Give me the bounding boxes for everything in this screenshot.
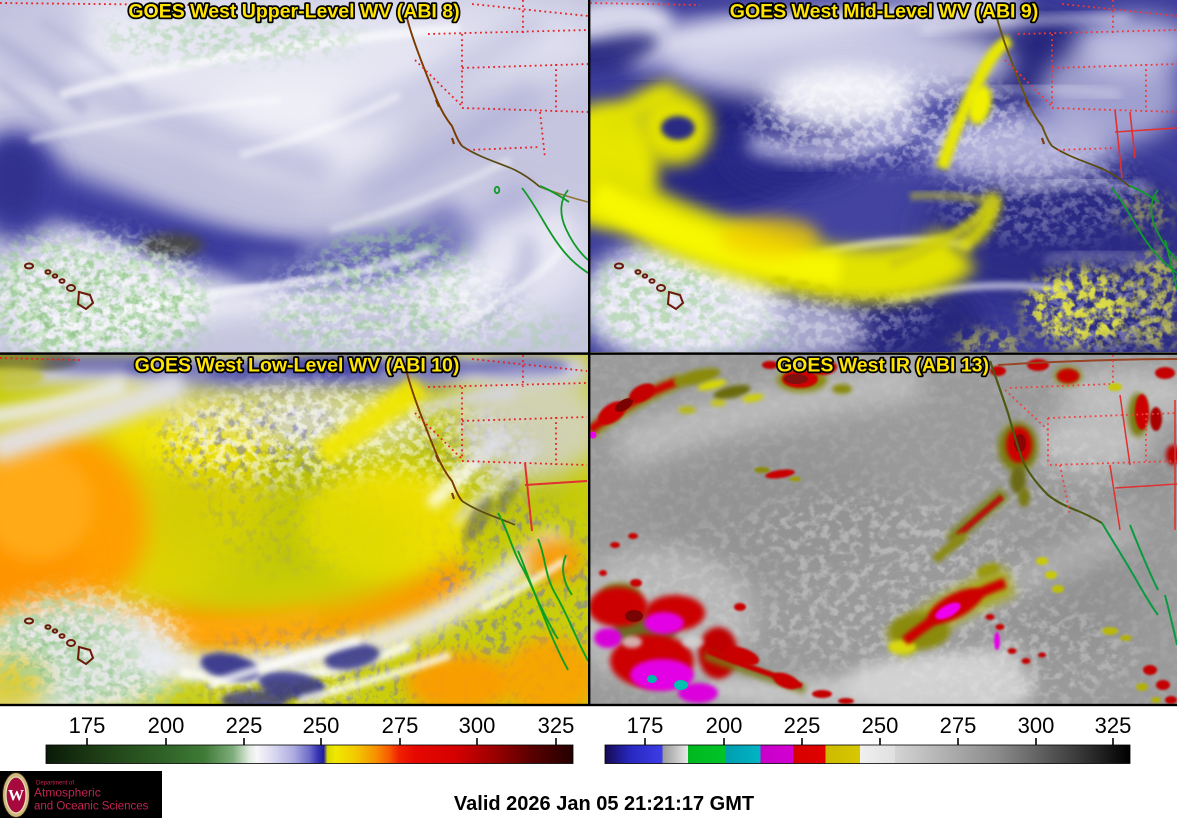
svg-text:200: 200 xyxy=(148,713,185,738)
svg-text:275: 275 xyxy=(382,713,419,738)
svg-text:225: 225 xyxy=(784,713,821,738)
svg-text:275: 275 xyxy=(940,713,977,738)
svg-text:325: 325 xyxy=(538,713,575,738)
svg-text:200: 200 xyxy=(706,713,743,738)
svg-text:175: 175 xyxy=(69,713,106,738)
svg-text:175: 175 xyxy=(627,713,664,738)
svg-text:and Oceanic Sciences: and Oceanic Sciences xyxy=(34,801,149,813)
svg-text:300: 300 xyxy=(1018,713,1055,738)
svg-text:W: W xyxy=(8,788,24,805)
svg-text:250: 250 xyxy=(862,713,899,738)
svg-text:Valid 2026 Jan 05 21:21:17 GMT: Valid 2026 Jan 05 21:21:17 GMT xyxy=(454,793,754,815)
svg-text:Department of: Department of xyxy=(36,781,74,787)
svg-text:Atmospheric: Atmospheric xyxy=(34,786,101,800)
svg-text:GOES West IR (ABI 13): GOES West IR (ABI 13) xyxy=(777,355,989,377)
svg-text:325: 325 xyxy=(1095,713,1132,738)
svg-text:300: 300 xyxy=(459,713,496,738)
svg-text:GOES West Upper-Level WV (ABI: GOES West Upper-Level WV (ABI 8) xyxy=(128,1,459,23)
svg-text:GOES West Low-Level WV (ABI 10: GOES West Low-Level WV (ABI 10) xyxy=(135,355,460,377)
svg-text:GOES West Mid-Level WV (ABI 9): GOES West Mid-Level WV (ABI 9) xyxy=(730,1,1038,23)
svg-text:250: 250 xyxy=(303,713,340,738)
svg-text:225: 225 xyxy=(226,713,263,738)
